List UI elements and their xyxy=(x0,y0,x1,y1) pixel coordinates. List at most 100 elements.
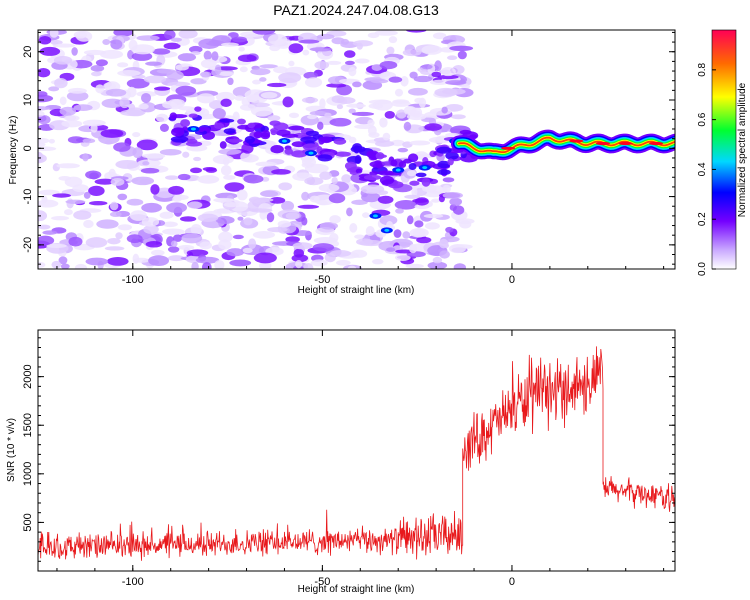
spectrogram-noise-cell xyxy=(38,114,51,125)
spectrogram-noise-cell xyxy=(329,117,352,127)
spectrogram-ridge-cell xyxy=(219,141,227,149)
snr-ticks: -100 -50 0 500 1000 1500 2000 xyxy=(22,330,675,588)
spectrogram-noise-cell xyxy=(259,64,278,69)
spectrogram-noise-cell xyxy=(431,71,442,78)
spectrogram-ridge-cell xyxy=(247,122,255,129)
spectrogram-noise-cell xyxy=(304,77,323,88)
spectrogram-noise-cell xyxy=(421,64,433,70)
spectrogram-noise-cell xyxy=(126,198,144,206)
spectrogram-noise-cell xyxy=(104,246,125,251)
spectrogram-ridge-cell xyxy=(437,169,451,176)
spectrogram-noise-cell xyxy=(394,199,418,210)
spectrogram-noise-cell xyxy=(220,98,232,107)
spectrogram-noise-cell xyxy=(42,230,58,235)
spectrogram-noise-cell xyxy=(159,148,182,156)
spectrogram-noise-cell xyxy=(212,108,226,119)
spectrogram-noise-cell xyxy=(406,30,427,33)
spectrogram-noise-cell xyxy=(267,226,288,233)
snr-x-label: Height of straight line (km) xyxy=(298,584,415,595)
spectrogram-noise-cell xyxy=(386,247,396,252)
spectrogram-noise-cell xyxy=(38,152,44,163)
spectrogram-noise-cell xyxy=(267,34,288,46)
spectrogram-noise-cell xyxy=(295,260,303,269)
spectrogram-noise-cell xyxy=(248,238,257,250)
spectrogram-noise-cell xyxy=(117,62,129,68)
spectrogram-noise-cell xyxy=(115,159,140,169)
spectrogram-noise-cell xyxy=(170,240,178,247)
spectrogram-noise-cell xyxy=(243,217,253,226)
spectrogram-y-tick-label: 0 xyxy=(22,145,34,151)
spectrogram-noise-cell xyxy=(177,53,197,62)
spectrogram-noise-cell xyxy=(232,36,247,43)
snr-x-tick-label: -50 xyxy=(314,576,330,588)
spectrogram-noise-cell xyxy=(113,142,131,152)
spectrogram-noise-cell xyxy=(459,220,472,229)
spectrogram-noise-cell xyxy=(326,60,342,65)
spectrogram-noise-cell xyxy=(362,212,370,218)
spectrogram-noise-cell xyxy=(341,174,352,184)
spectrogram-noise-cell xyxy=(138,103,149,110)
spectrogram-noise-cell xyxy=(319,171,332,181)
spectrogram-noise-cell xyxy=(167,81,191,87)
spectrogram-noise-cell xyxy=(65,199,86,204)
spectrogram-noise-cell xyxy=(301,191,310,201)
spectrogram-noise-cell xyxy=(281,200,295,212)
spectrogram-noise-cell xyxy=(100,129,124,138)
spectrogram-noise-cell xyxy=(232,111,240,122)
snr-frame xyxy=(37,329,676,572)
spectrogram-noise-cell xyxy=(317,121,324,131)
spectrogram-ridge-cell xyxy=(421,177,431,187)
spectrogram-noise-cell xyxy=(351,199,368,205)
spectrogram-noise-cell xyxy=(48,138,55,144)
spectrogram-noise-cell xyxy=(168,185,185,195)
snr-y-tick-label: 1000 xyxy=(22,462,34,486)
spectrogram-noise-cell xyxy=(317,48,334,60)
spectrogram-noise-cell xyxy=(409,71,418,79)
spectrogram-core-highlight xyxy=(384,228,390,232)
spectrogram-noise-cell xyxy=(395,208,404,214)
spectrogram-noise-cell xyxy=(107,256,129,266)
spectrogram-ridge-cell xyxy=(302,143,320,151)
spectrogram-noise-cell xyxy=(415,197,429,206)
spectrogram-noise-cell xyxy=(288,60,295,67)
spectrogram-ridge-cell xyxy=(284,148,293,155)
spectrogram-noise-cell xyxy=(404,194,420,199)
spectrogram-core-highlight xyxy=(281,139,287,143)
spectrogram-noise-cell xyxy=(240,151,253,162)
spectrogram-noise-cell xyxy=(178,30,198,39)
spectrogram-noise-cell xyxy=(216,208,230,214)
spectrogram-noise-cell xyxy=(448,244,466,254)
spectrogram-core-highlight xyxy=(308,151,314,155)
spectrogram-noise-cell xyxy=(229,259,252,267)
spectrogram-ridge-cell xyxy=(445,151,459,160)
spectrogram-noise-cell xyxy=(73,210,92,220)
spectrogram-noise-cell xyxy=(261,176,270,182)
spectrogram-noise-cell xyxy=(109,211,122,218)
spectrogram-noise-cell xyxy=(175,64,189,71)
spectrogram-noise-cell xyxy=(442,184,451,194)
spectrogram-noise-cell xyxy=(400,75,409,87)
spectrogram-noise-cell xyxy=(51,260,62,269)
spectrogram-noise-cell xyxy=(367,32,380,39)
spectrogram-noise-cell xyxy=(301,216,308,226)
spectrogram-noise-cell xyxy=(223,175,236,180)
spectrogram-ridge-cell xyxy=(213,122,225,129)
spectrogram-ridge-cell xyxy=(291,141,307,148)
spectrogram-ridge-cell xyxy=(415,172,427,178)
spectrogram-noise-cell xyxy=(167,255,185,262)
spectrogram-noise-cell xyxy=(148,255,170,267)
spectrogram-noise-cell xyxy=(126,86,137,98)
spectrogram-noise-cell xyxy=(336,259,351,266)
spectrogram-noise-cell xyxy=(317,33,335,40)
spectrogram-noise-cell xyxy=(442,177,455,183)
spectrogram-noise-cell xyxy=(267,115,281,122)
spectrogram-noise-cell xyxy=(336,97,356,104)
spectrogram-hot-spot xyxy=(501,146,516,150)
spectrogram-noise-cell xyxy=(414,203,430,210)
spectrogram-noise-cell xyxy=(38,210,48,222)
spectrogram-noise-cell xyxy=(117,193,128,201)
spectrogram-noise-cell xyxy=(394,254,411,262)
spectrogram-noise-cell xyxy=(113,30,134,37)
spectrogram-ridge-cell xyxy=(169,112,178,120)
colorbar-tick-label: 0.0 xyxy=(697,262,708,276)
